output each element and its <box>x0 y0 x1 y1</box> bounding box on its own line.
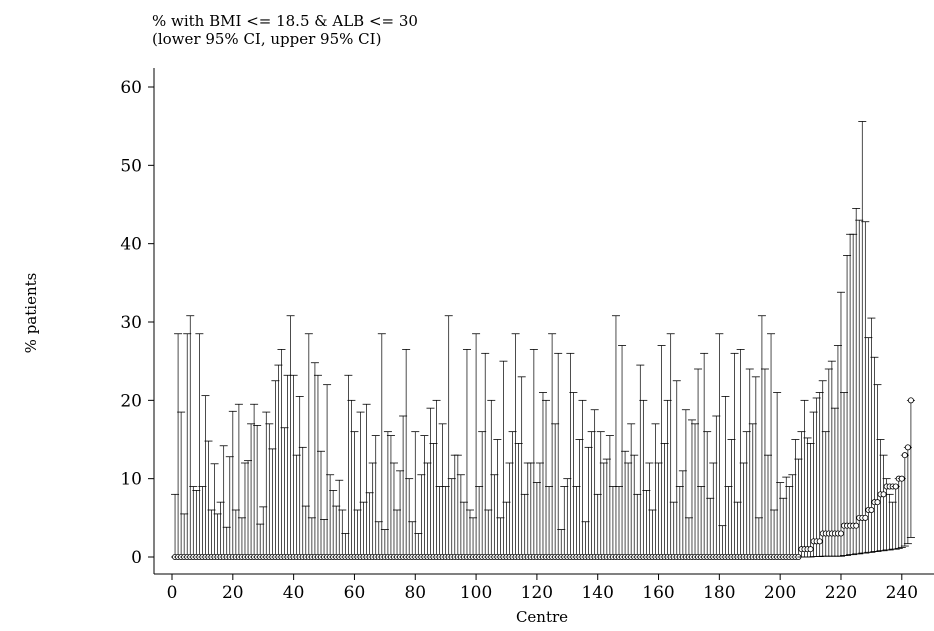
chart-title: % with BMI <= 18.5 & ALB <= 30 <box>152 12 418 30</box>
data-point <box>862 514 869 521</box>
data-point <box>898 475 905 482</box>
data-point <box>907 397 914 404</box>
data-point <box>874 499 881 506</box>
x-tick-label: 60 <box>344 583 366 603</box>
chart-subtitle: (lower 95% CI, upper 95% CI) <box>152 30 381 48</box>
x-tick-label: 100 <box>460 583 492 603</box>
data-point <box>853 522 860 529</box>
y-axis-label: % patients <box>22 273 40 354</box>
x-tick-label: 80 <box>404 583 426 603</box>
y-tick-label: 60 <box>120 78 142 98</box>
y-tick-label: 10 <box>120 470 142 490</box>
x-tick-label: 220 <box>825 583 857 603</box>
data-point <box>868 506 875 513</box>
x-tick-label: 120 <box>521 583 553 603</box>
data-point <box>880 491 887 498</box>
data-marks <box>171 121 915 561</box>
axes: 0 10 20 30 40 50 60 0 20 40 60 80 100 120 140 160 180 200… <box>120 68 934 603</box>
x-tick-label: 180 <box>703 583 735 603</box>
y-tick-label: 40 <box>120 235 142 255</box>
x-tick-label: 0 <box>167 583 178 603</box>
x-tick-label: 140 <box>581 583 613 603</box>
data-point <box>837 530 844 537</box>
data-point <box>807 546 814 553</box>
y-tick-label: 0 <box>131 548 142 568</box>
y-tick-label: 50 <box>120 156 142 176</box>
x-tick-label: 200 <box>764 583 796 603</box>
data-point <box>816 538 823 545</box>
x-tick-label: 160 <box>642 583 674 603</box>
data-point <box>904 444 911 451</box>
y-tick-label: 30 <box>120 313 142 333</box>
y-tick-label: 20 <box>120 391 142 411</box>
x-tick-label: 240 <box>886 583 918 603</box>
x-tick-label: 40 <box>283 583 305 603</box>
data-point <box>892 483 899 490</box>
x-tick-label: 20 <box>222 583 244 603</box>
x-axis-label: Centre <box>516 608 568 626</box>
data-point <box>901 452 908 459</box>
